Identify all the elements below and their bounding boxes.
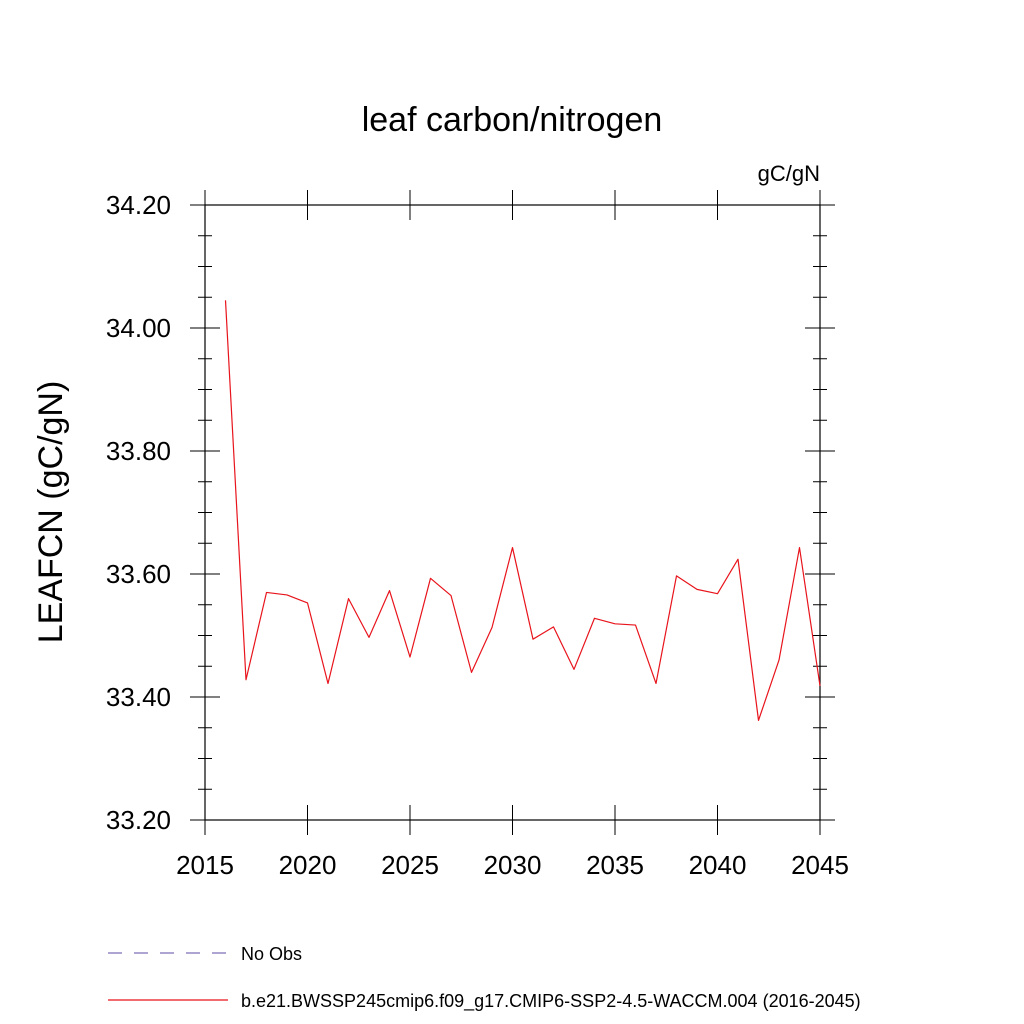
legend-label: No Obs xyxy=(241,944,302,964)
axis-ticks xyxy=(190,190,835,835)
series-line xyxy=(224,300,821,721)
x-tick-label: 2020 xyxy=(279,850,337,880)
y-tick-label: 33.40 xyxy=(106,682,171,712)
y-tick-label: 33.20 xyxy=(106,805,171,835)
y-tick-label: 34.00 xyxy=(106,313,171,343)
x-tick-label: 2035 xyxy=(586,850,644,880)
x-tick-label: 2045 xyxy=(791,850,849,880)
x-tick-label: 2015 xyxy=(176,850,234,880)
x-tick-label: 2030 xyxy=(484,850,542,880)
units-label: gC/gN xyxy=(758,161,820,186)
x-tick-label: 2040 xyxy=(689,850,747,880)
chart-title: leaf carbon/nitrogen xyxy=(362,101,663,139)
axis-tick-labels: 2015 2020 2025 2030 2035 2040 2045 33.20 33.40 33… xyxy=(106,190,849,880)
x-tick-label: 2025 xyxy=(381,850,439,880)
y-tick-label: 34.20 xyxy=(106,190,171,220)
plot-frame xyxy=(204,204,821,821)
y-tick-label: 33.60 xyxy=(106,559,171,589)
series-layer xyxy=(224,300,821,721)
y-axis-label: LEAFCN (gC/gN) xyxy=(32,381,70,644)
y-tick-label: 33.80 xyxy=(106,436,171,466)
legend: No Obs b.e21.BWSSP245cmip6.f09_g17.CMIP6-… xyxy=(108,944,861,1012)
legend-label: b.e21.BWSSP245cmip6.f09_g17.CMIP6-SSP2-4… xyxy=(241,991,861,1012)
